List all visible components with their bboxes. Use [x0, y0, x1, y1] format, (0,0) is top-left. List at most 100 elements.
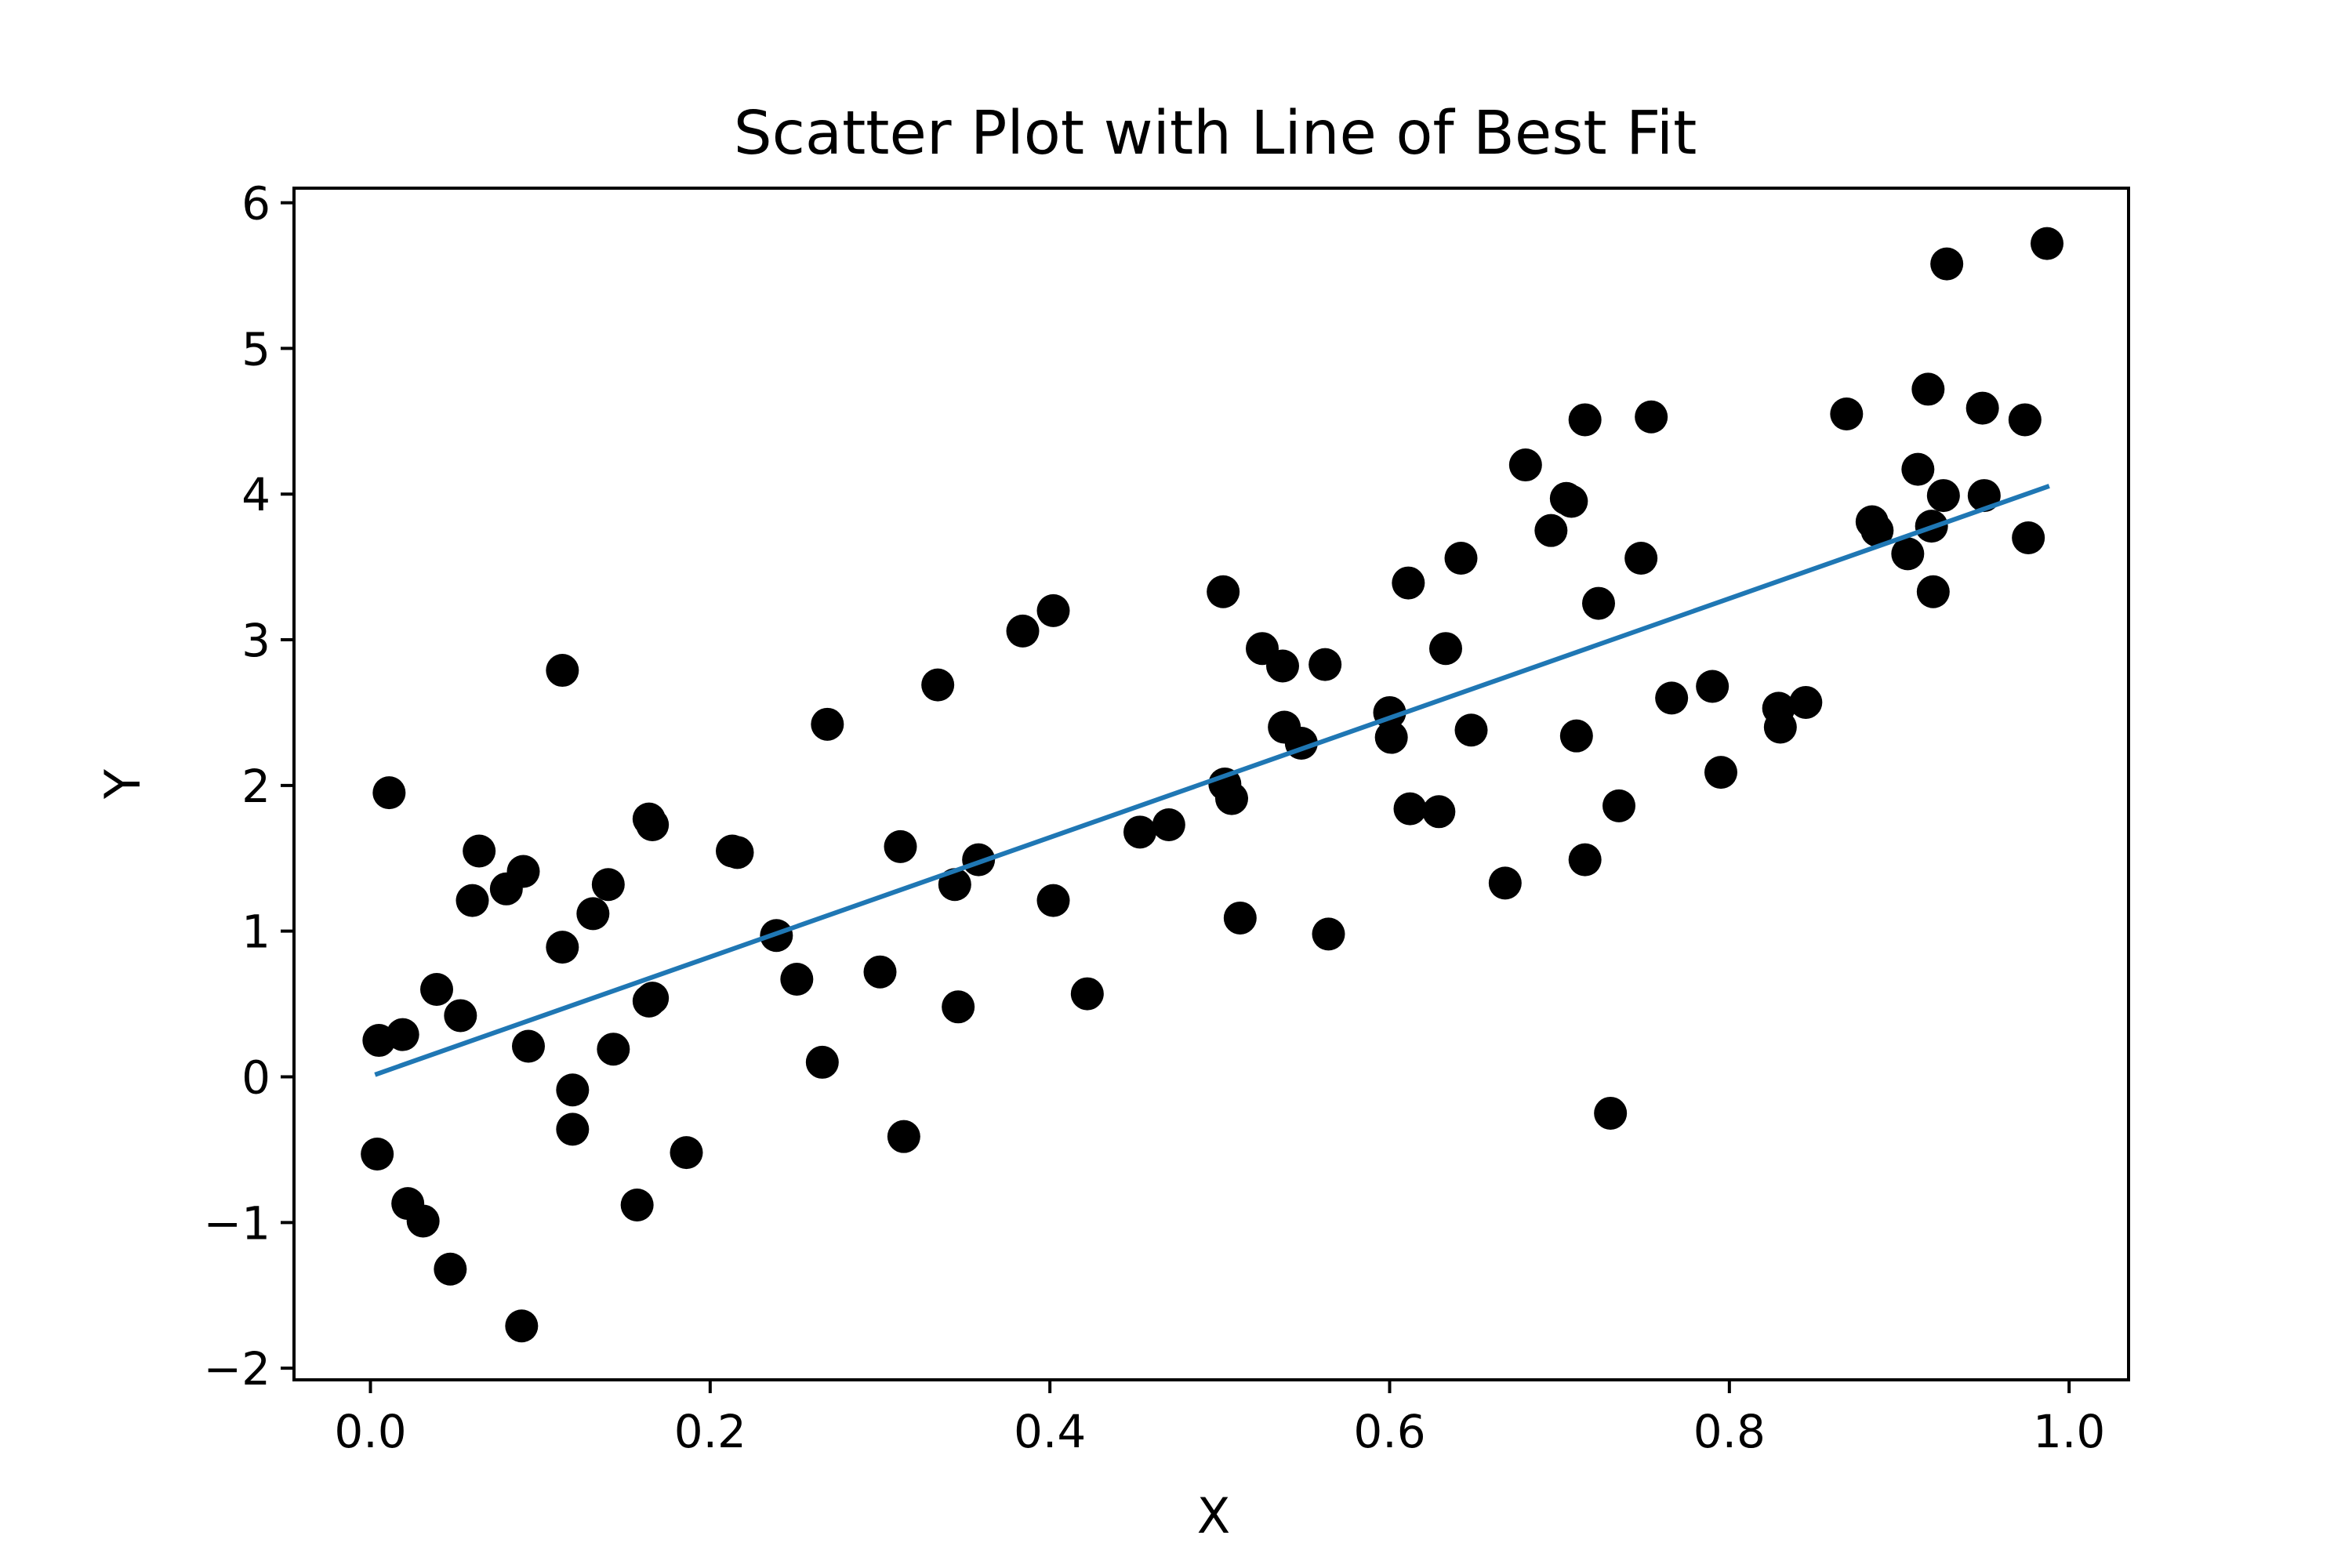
data-point: [406, 1204, 440, 1238]
data-point: [1901, 452, 1935, 486]
data-point: [887, 1120, 920, 1153]
data-point: [1655, 681, 1689, 715]
data-point: [720, 836, 754, 869]
data-point: [1036, 884, 1070, 917]
data-point: [386, 1018, 419, 1051]
data-point: [1624, 541, 1658, 575]
data-point: [546, 931, 579, 964]
y-tick-label: 5: [241, 322, 270, 376]
data-point: [1916, 575, 1950, 608]
data-point: [1488, 866, 1522, 900]
x-tick-label: 0.0: [334, 1405, 406, 1458]
data-point: [1789, 685, 1823, 719]
data-point: [938, 868, 971, 902]
y-tick-label: −1: [204, 1196, 271, 1250]
data-point: [1429, 632, 1462, 666]
data-point: [1123, 815, 1156, 849]
data-point: [1036, 593, 1070, 627]
y-axis-label: Y: [94, 769, 151, 800]
data-point: [1393, 792, 1427, 826]
data-point: [512, 1029, 545, 1063]
data-point: [1508, 448, 1542, 482]
data-point: [506, 855, 540, 888]
data-point: [1926, 479, 1960, 513]
data-point: [2031, 227, 2063, 260]
x-tick-label: 0.6: [1353, 1405, 1425, 1458]
data-point: [1312, 917, 1345, 951]
data-point: [456, 884, 489, 917]
data-point: [1594, 1096, 1628, 1130]
data-point: [2012, 521, 2045, 554]
best-fit-line: [374, 484, 2050, 1077]
data-point: [1763, 710, 1797, 744]
data-point: [1965, 391, 1999, 425]
data-point: [1534, 514, 1568, 547]
data-point: [1070, 977, 1104, 1011]
data-point: [1006, 614, 1040, 648]
data-point: [463, 834, 496, 868]
x-axis-label: X: [1197, 1487, 1230, 1544]
data-point: [1559, 719, 1593, 753]
data-point: [1635, 400, 1668, 434]
x-tick-label: 0.2: [674, 1405, 746, 1458]
y-tick-label: 6: [241, 177, 270, 230]
data-point: [632, 984, 666, 1018]
x-tick-label: 0.8: [1693, 1405, 1766, 1458]
data-point: [546, 654, 579, 688]
data-point: [805, 1045, 839, 1079]
y-tick-label: −2: [204, 1342, 271, 1396]
data-point: [811, 707, 844, 741]
data-point: [1911, 372, 1945, 406]
data-point: [1454, 713, 1488, 747]
data-point: [1308, 648, 1342, 681]
data-point: [921, 668, 955, 702]
data-point: [1568, 403, 1602, 437]
data-point: [942, 990, 975, 1024]
data-point: [1374, 720, 1408, 754]
data-point: [1930, 247, 1964, 281]
data-point: [556, 1073, 590, 1107]
x-tick-label: 1.0: [2033, 1405, 2105, 1458]
plot-area: [361, 227, 2063, 1343]
x-tick-label: 0.4: [1014, 1405, 1086, 1458]
y-tick-label: 3: [241, 614, 270, 667]
data-point: [1207, 575, 1240, 608]
data-point: [884, 829, 917, 863]
y-tick-label: 4: [241, 468, 270, 521]
data-point: [636, 808, 670, 842]
y-tick-label: 2: [241, 760, 270, 813]
data-point: [372, 776, 406, 810]
data-point: [1582, 586, 1615, 620]
data-point: [863, 955, 897, 989]
data-point: [1696, 670, 1730, 703]
data-point: [556, 1112, 590, 1146]
data-point: [1891, 537, 1925, 571]
data-point: [597, 1033, 630, 1066]
data-point: [1830, 397, 1864, 431]
data-point: [1444, 541, 1478, 575]
data-point: [1152, 808, 1185, 842]
data-point: [1860, 514, 1894, 547]
data-point: [2008, 403, 2042, 437]
data-point: [591, 868, 625, 902]
data-point: [505, 1309, 539, 1343]
data-point: [1266, 649, 1299, 683]
data-point: [361, 1137, 394, 1171]
data-point: [1568, 843, 1602, 877]
data-point: [780, 962, 814, 996]
data-point: [1704, 756, 1737, 789]
data-point: [962, 843, 996, 877]
y-tick-label: 0: [241, 1051, 270, 1104]
data-point: [1392, 566, 1425, 600]
data-point: [1215, 782, 1248, 815]
data-point: [670, 1136, 703, 1170]
data-point: [444, 999, 477, 1033]
data-point: [1422, 795, 1456, 829]
data-point: [1602, 789, 1635, 822]
y-tick-label: 1: [241, 906, 270, 959]
data-point: [420, 973, 453, 1007]
data-point: [1223, 901, 1257, 935]
chart-title: Scatter Plot with Line of Best Fit: [734, 99, 1697, 169]
data-point: [1555, 485, 1588, 518]
